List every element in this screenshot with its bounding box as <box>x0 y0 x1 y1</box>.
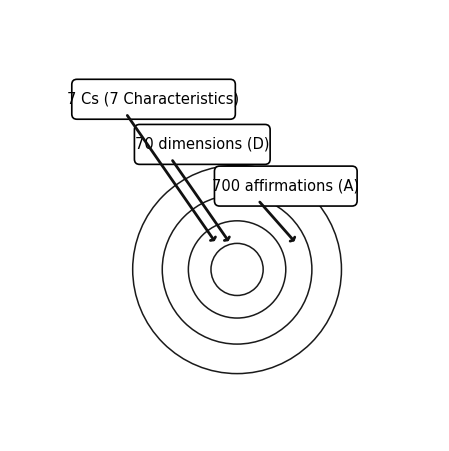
Text: 70 dimensions (D): 70 dimensions (D) <box>135 137 269 152</box>
Text: 700 affirmations (A): 700 affirmations (A) <box>212 179 359 193</box>
FancyBboxPatch shape <box>72 79 235 119</box>
FancyBboxPatch shape <box>134 124 270 164</box>
FancyBboxPatch shape <box>215 166 357 206</box>
Text: 7 Cs (7 Characteristics): 7 Cs (7 Characteristics) <box>67 92 240 107</box>
